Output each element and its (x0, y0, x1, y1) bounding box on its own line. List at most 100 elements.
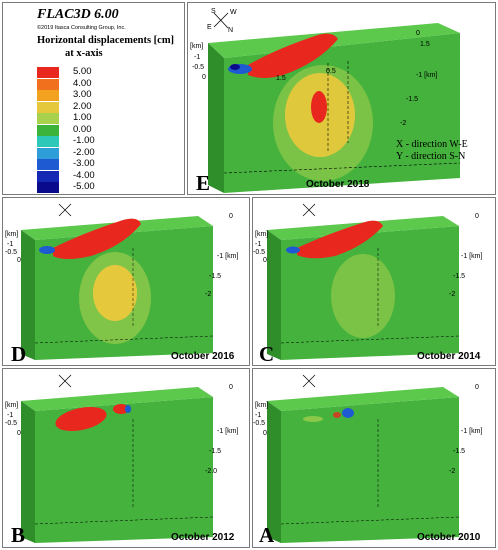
svg-text:0: 0 (17, 257, 21, 264)
legend-swatch (37, 159, 59, 170)
svg-text:-2: -2 (400, 120, 406, 127)
svg-text:W: W (230, 9, 237, 16)
svg-text:[km]: [km] (255, 231, 268, 238)
svg-text:-1 [km]: -1 [km] (416, 72, 437, 79)
panel-letter-b: B (11, 523, 26, 547)
svg-text:0: 0 (17, 430, 21, 437)
svg-text:-1: -1 (7, 241, 13, 248)
svg-text:0: 0 (263, 257, 267, 264)
svg-text:-1.5: -1.5 (209, 448, 221, 455)
legend-label: -5.00 (73, 181, 95, 192)
panel-date-b: October 2012 (171, 532, 235, 543)
svg-text:-1 [km]: -1 [km] (461, 428, 482, 435)
svg-text:E: E (207, 24, 212, 31)
svg-text:N: N (228, 27, 233, 34)
svg-text:-1.5: -1.5 (453, 273, 465, 280)
legend-label: 1.00 (73, 112, 92, 123)
panel-letter-c: C (259, 342, 275, 366)
legend-label: 2.00 (73, 100, 92, 112)
svg-text:0: 0 (202, 74, 206, 81)
svg-text:-1 [km]: -1 [km] (461, 253, 482, 260)
model-view-b: [km] -1 -0.5 0 0 -1 [km] -1.5 -2.0 (5, 374, 238, 543)
svg-text:0: 0 (229, 213, 233, 220)
svg-text:-1: -1 (194, 54, 200, 61)
svg-text:[km]: [km] (255, 402, 268, 409)
x-direction-note: X - direction W-E (396, 139, 468, 150)
copyright-text: ©2019 Itasca Consulting Group, Inc. (37, 25, 126, 31)
software-name: FLAC3D 6.00 (37, 7, 119, 22)
panel-date-d: October 2016 (171, 351, 235, 362)
svg-text:[km]: [km] (5, 402, 18, 409)
legend-label: -1.00 (73, 135, 95, 146)
svg-text:-1 [km]: -1 [km] (217, 428, 238, 435)
compass-icon (302, 203, 316, 217)
svg-text:-0.5: -0.5 (5, 420, 17, 427)
legend-swatch (37, 90, 59, 101)
svg-text:-1: -1 (255, 241, 261, 248)
svg-text:-2.0: -2.0 (205, 468, 217, 475)
legend-swatch (37, 101, 59, 113)
panel-letter-d: D (11, 342, 27, 366)
svg-text:[km]: [km] (5, 231, 18, 238)
legend-swatch (37, 182, 59, 193)
legend-label: -3.00 (73, 158, 95, 169)
legend-label: 5.00 (73, 66, 92, 77)
legend-swatch (37, 147, 59, 159)
legend-title: Horizontal displacements [cm] (37, 35, 175, 46)
model-view-c: [km] -1 -0.5 0 0 -1 [km] -1.5 -2 (253, 203, 482, 360)
y-direction-note: Y - direction S-N (396, 151, 466, 162)
compass-icon: S W E N (207, 8, 237, 34)
svg-text:-1.5: -1.5 (406, 96, 418, 103)
legend-swatch (37, 170, 59, 182)
svg-text:1.5: 1.5 (276, 75, 286, 82)
compass-icon (302, 374, 316, 388)
panel-date-e: October 2018 (306, 179, 370, 190)
svg-text:[km]: [km] (190, 43, 203, 50)
tick-top: 0 (416, 30, 420, 37)
panel-date-a: October 2010 (417, 532, 481, 543)
legend-swatch (37, 136, 59, 147)
svg-text:-1: -1 (7, 412, 13, 419)
legend-label: 3.00 (73, 89, 92, 100)
model-view-a: [km] -1 -0.5 0 0 -1 [km] -1.5 -2 (253, 374, 482, 543)
svg-text:0: 0 (263, 430, 267, 437)
svg-text:-0.5: -0.5 (192, 64, 204, 71)
legend-subtitle: at x-axis (65, 48, 103, 59)
svg-text:-2: -2 (205, 291, 211, 298)
svg-text:-1.5: -1.5 (453, 448, 465, 455)
panel-letter-a: A (259, 523, 275, 547)
panel-c: [km] -1 -0.5 0 0 -1 [km] -1.5 -2 C Octob… (252, 197, 496, 366)
model-view-e: 0 1.5 -1 [km] -1.5 -2 [km] -1 -0.5 0 1.5… (190, 8, 461, 193)
svg-text:-1.5: -1.5 (209, 273, 221, 280)
panel-d: [km] -1 -0.5 0 0 -1 [km] -1.5 -2 D Octob… (2, 197, 250, 366)
panel-e: 0 1.5 -1 [km] -1.5 -2 [km] -1 -0.5 0 1.5… (187, 2, 496, 195)
legend-label: -4.00 (73, 169, 95, 181)
legend-swatch (37, 113, 59, 124)
svg-text:0: 0 (475, 213, 479, 220)
legend-label: -2.00 (73, 146, 95, 158)
svg-text:-2: -2 (449, 291, 455, 298)
svg-text:-1 [km]: -1 [km] (217, 253, 238, 260)
svg-text:S: S (211, 8, 216, 15)
svg-text:0.5: 0.5 (326, 68, 336, 75)
model-view-d: [km] -1 -0.5 0 0 -1 [km] -1.5 -2 (5, 203, 238, 360)
svg-text:1.5: 1.5 (420, 41, 430, 48)
svg-text:-1: -1 (255, 412, 261, 419)
svg-text:-0.5: -0.5 (5, 249, 17, 256)
panel-letter-e: E (196, 171, 211, 195)
svg-text:-0.5: -0.5 (253, 420, 265, 427)
legend-swatch (37, 124, 59, 136)
panel-b: [km] -1 -0.5 0 0 -1 [km] -1.5 -2.0 B Oct… (2, 368, 250, 548)
legend-label: 4.00 (73, 77, 92, 89)
legend-label: 0.00 (73, 123, 92, 135)
svg-text:0: 0 (229, 384, 233, 391)
model-side-face (208, 43, 224, 193)
svg-text:-2: -2 (449, 468, 455, 475)
svg-text:-0.5: -0.5 (253, 249, 265, 256)
legend-swatch (37, 67, 59, 78)
compass-icon (58, 374, 72, 388)
compass-icon (58, 203, 72, 217)
legend-panel: FLAC3D 6.00 ©2019 Itasca Consulting Grou… (2, 2, 185, 195)
svg-text:0: 0 (475, 384, 479, 391)
panel-a: [km] -1 -0.5 0 0 -1 [km] -1.5 -2 A Octob… (252, 368, 496, 548)
